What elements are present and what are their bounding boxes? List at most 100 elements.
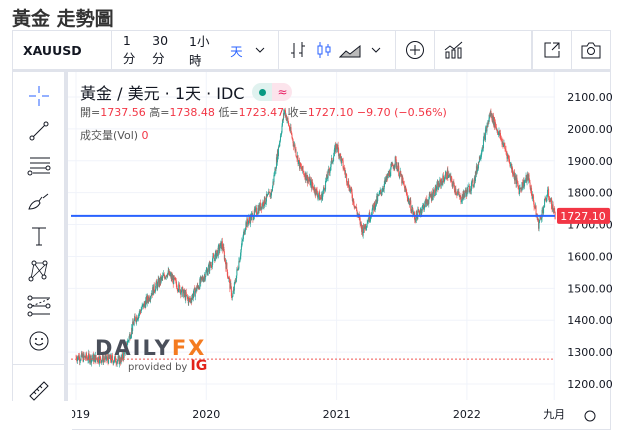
interval-30m[interactable]: 30分 [152, 33, 169, 66]
candle-body [139, 310, 141, 312]
candle-body [507, 155, 509, 159]
candle-body [201, 276, 203, 279]
candle-body [356, 211, 358, 215]
candle-body [553, 208, 555, 213]
candle-body [462, 190, 464, 200]
candle-body [395, 156, 397, 160]
trend-line-icon[interactable] [25, 117, 53, 145]
candle-body [516, 177, 518, 184]
chart-pane[interactable] [68, 72, 610, 429]
candle-body [107, 356, 109, 360]
candle-body [249, 215, 251, 224]
bar-chart-type-icon[interactable] [285, 37, 311, 63]
chevron-down-icon[interactable] [248, 37, 273, 63]
candle-body [348, 187, 350, 191]
camera-icon[interactable] [578, 37, 604, 63]
candle-body [177, 288, 179, 291]
candle-body [238, 261, 240, 269]
y-tick-label: 1400.00 [567, 314, 613, 327]
candle-body [369, 219, 371, 221]
candle-body [409, 200, 411, 204]
indicators-icon[interactable] [441, 37, 467, 63]
candle-body [548, 189, 550, 198]
candle-body [356, 207, 358, 212]
y-tick-label: 1500.00 [567, 282, 613, 295]
candle-body [290, 132, 292, 135]
candle-body [376, 196, 378, 202]
candle-body [351, 188, 353, 193]
candle-body [260, 206, 262, 210]
candle-body [93, 356, 95, 362]
candle-body [158, 279, 160, 286]
candle-body [498, 130, 500, 136]
candle-body [89, 360, 91, 363]
candle-body [423, 207, 425, 210]
smiley-icon[interactable] [25, 327, 53, 355]
candle-body [219, 243, 221, 249]
candle-body [392, 166, 394, 169]
candle-body [141, 308, 143, 310]
candle-body [429, 193, 431, 195]
interval-1m[interactable]: 1分 [122, 33, 136, 66]
candle-body [510, 164, 512, 167]
candle-body [452, 181, 454, 185]
candle-body [146, 295, 148, 304]
candle-body [472, 186, 474, 187]
candle-body [206, 270, 208, 272]
crosshair-icon[interactable] [25, 82, 53, 110]
candle-body [237, 268, 239, 270]
candle-body [193, 289, 195, 295]
candle-body [117, 359, 119, 362]
candle-body [337, 144, 339, 149]
candle-body [525, 175, 527, 180]
candle-body [178, 283, 180, 286]
symbol-search[interactable]: XAUUSD [23, 42, 82, 58]
candle-body [198, 287, 200, 289]
fib-retracement-icon[interactable] [25, 292, 53, 320]
candle-body [347, 180, 349, 185]
add-compare-icon[interactable] [402, 37, 428, 63]
ruler-icon[interactable] [25, 377, 53, 405]
area-chart-type-icon[interactable] [337, 37, 363, 63]
candle-body [246, 218, 248, 227]
candle-body [355, 207, 357, 208]
candle-body [159, 276, 161, 284]
interval-1h[interactable]: 1小時 [189, 34, 210, 68]
candle-body [520, 187, 522, 190]
candle-body [308, 180, 310, 181]
candle-body [489, 111, 491, 117]
candle-body [239, 255, 241, 259]
candle-body [290, 127, 292, 133]
horizontal-lines-icon[interactable] [25, 152, 53, 180]
candle-body [194, 291, 196, 297]
candle-body [77, 357, 79, 361]
candle-body [335, 145, 337, 152]
candle-body [476, 166, 478, 172]
fullscreen-icon[interactable] [539, 37, 565, 63]
text-icon[interactable] [25, 222, 53, 250]
candle-body [232, 289, 234, 294]
candle-body [515, 175, 517, 184]
candle-body [520, 188, 522, 190]
candle-body [477, 161, 479, 169]
candle-body [391, 163, 393, 166]
candle-chart-type-icon[interactable] [311, 37, 337, 63]
candle-body [341, 158, 343, 160]
candle-body [374, 203, 376, 210]
candle-body [220, 241, 222, 244]
candle-body [318, 195, 320, 197]
pattern-icon[interactable] [25, 257, 53, 285]
settings-icon[interactable] [584, 410, 596, 422]
candle-body [503, 143, 505, 146]
candle-body [313, 189, 315, 192]
interval-1d[interactable]: 天 [230, 43, 243, 59]
candle-body [132, 321, 134, 332]
candle-body [401, 176, 403, 184]
candle-body [176, 288, 178, 290]
candle-body [314, 187, 316, 192]
candle-body [188, 298, 190, 300]
brush-icon[interactable] [25, 187, 53, 215]
chevron-down-icon[interactable] [363, 37, 389, 63]
candle-body [452, 184, 454, 187]
